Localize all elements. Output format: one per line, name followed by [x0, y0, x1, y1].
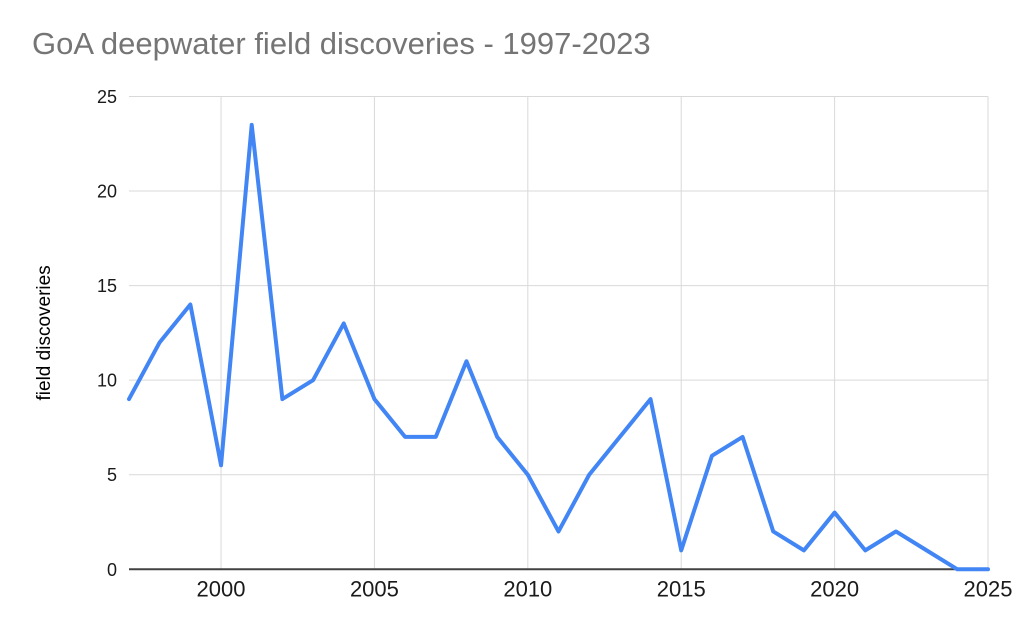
y-tick-label: 15 [97, 276, 117, 296]
x-tick-label: 2010 [503, 576, 552, 601]
y-tick-label: 10 [97, 371, 117, 391]
series-line-0 [127, 122, 990, 572]
x-tick-label: 2020 [810, 576, 859, 601]
y-tick-label: 0 [107, 560, 117, 580]
y-tick-label: 20 [97, 182, 117, 202]
y-tick-label: 5 [107, 465, 117, 485]
x-tick-label: 2015 [657, 576, 706, 601]
x-tick-label: 2005 [350, 576, 399, 601]
y-axis-title: field discoveries [34, 265, 55, 400]
x-tick-label: 2000 [197, 576, 246, 601]
y-tick-label: 25 [97, 87, 117, 107]
x-tick-label: 2025 [964, 576, 1013, 601]
chart-title: GoA deepwater field discoveries - 1997-2… [32, 26, 651, 61]
